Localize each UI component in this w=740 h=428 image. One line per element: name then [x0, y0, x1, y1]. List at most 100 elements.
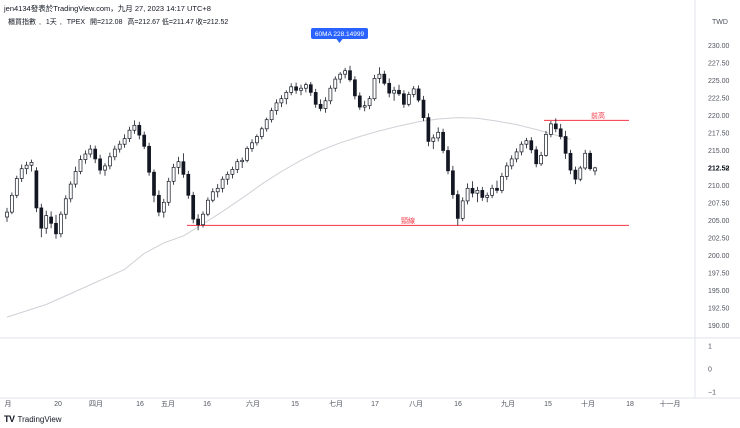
candle-up [259, 128, 264, 137]
x-tick-label: 17 [371, 401, 379, 408]
y-tick-label: 200.00 [708, 253, 730, 260]
candle-down [588, 152, 592, 170]
candle-up [29, 162, 34, 166]
y-tick-label: 207.50 [708, 201, 730, 208]
x-tick-label: 16 [136, 401, 144, 408]
symbol-info: 櫃買指數, 1天, TPEX 開=212.08 高=212.67 低=211.4… [8, 19, 229, 26]
time-axis[interactable]: 月 20 四月 16 五月 16 六月 15 七月 17 八月 16 九月 15 十月 18 十一月 [5, 399, 681, 408]
candles [5, 65, 597, 239]
candle-down [402, 93, 406, 105]
candle-down [93, 148, 98, 160]
candle-up [284, 92, 289, 100]
candle-up [304, 84, 308, 89]
interval-label[interactable]: 1天 [45, 19, 57, 26]
tradingview-logo-icon: TV [4, 414, 15, 424]
candle-up [201, 213, 205, 226]
candle-up [235, 161, 240, 170]
candle-down [573, 169, 578, 180]
candle-up [44, 215, 49, 229]
candle-up [377, 73, 382, 79]
candle-up [255, 136, 259, 144]
candle-down [451, 170, 455, 195]
x-tick-label: 八月 [409, 400, 423, 408]
candle-down [397, 89, 401, 95]
x-tick-label: 九月 [501, 399, 515, 408]
candle-up [220, 178, 225, 189]
x-tick-label: 七月 [329, 399, 343, 408]
candle-up [431, 137, 436, 142]
candle-up [338, 73, 343, 80]
candle-up [14, 178, 19, 196]
candle-down [455, 194, 460, 219]
y-tick-label: 190.00 [708, 323, 730, 330]
candle-down [426, 117, 431, 142]
x-tick-label: 十一月 [660, 399, 681, 408]
candle-up [210, 191, 215, 201]
candle-up [500, 176, 504, 191]
chart-title: jen4134發表於TradingView.com，九月 27, 2023 14… [4, 4, 211, 13]
tradingview-brand[interactable]: TV TradingView [4, 414, 62, 424]
candle-down [348, 70, 352, 81]
candle-down [421, 99, 426, 118]
candle-up [343, 70, 347, 75]
candle-down [308, 84, 313, 93]
candle-up [509, 158, 514, 167]
candle-down [446, 150, 450, 172]
candle-down [480, 190, 485, 198]
y-tick-label: 227.50 [708, 61, 730, 68]
candle-up [269, 110, 274, 121]
sma-line [6, 117, 571, 318]
candle-down [157, 194, 161, 213]
candle-down [49, 216, 53, 224]
candle-down [387, 82, 392, 94]
symbol-name[interactable]: 櫃買指數 [8, 19, 36, 26]
candle-down [558, 128, 563, 137]
currency-label: TWD [712, 19, 728, 26]
candle-down [382, 73, 387, 84]
candle-down [563, 136, 568, 154]
candle-up [299, 87, 303, 91]
candle-up [578, 167, 583, 180]
candle-up [103, 165, 107, 171]
candle-down [186, 173, 191, 196]
sma-badge-text: 60MA 228.14999 [315, 31, 365, 38]
y-tick-label: 215.00 [708, 148, 730, 155]
candle-down [54, 222, 58, 235]
price-axis[interactable]: TWD 230.00 227.50 225.00 222.50 220.00 217.50 2… [708, 19, 730, 330]
candle-up [215, 187, 220, 193]
last-price-label: 212.52 [708, 165, 730, 172]
candle-up [524, 140, 529, 145]
y-tick-label: 197.50 [708, 271, 730, 278]
candle-up [460, 200, 465, 219]
candle-down [39, 207, 44, 229]
candle-down [534, 149, 539, 165]
candle-down [181, 161, 186, 175]
candle-down [529, 140, 534, 151]
candle-down [196, 218, 200, 226]
y-tick-label: 192.50 [708, 306, 730, 313]
sma-60-line [6, 117, 571, 318]
candle-up [88, 148, 93, 155]
x-tick-label: 16 [454, 401, 462, 408]
candle-up [240, 159, 245, 163]
sub-tick-label: 0 [708, 367, 712, 374]
candle-up [63, 198, 68, 215]
candle-up [362, 105, 367, 108]
sub-pane-axis: 1 0 −1 [708, 344, 716, 397]
candle-down [318, 103, 323, 109]
sma-badge-box [311, 28, 368, 39]
sub-tick-label: 1 [708, 344, 712, 351]
candle-up [539, 155, 543, 165]
candle-up [279, 98, 284, 104]
candle-up [465, 187, 470, 202]
candle-up [490, 187, 494, 196]
y-tick-label: 222.50 [708, 96, 730, 103]
candle-down [34, 170, 39, 209]
x-tick-label: 六月 [246, 399, 260, 408]
candle-down [568, 152, 573, 171]
exchange-label: TPEX [66, 19, 86, 26]
candle-down [357, 95, 362, 108]
candle-up [328, 87, 333, 102]
candle-up [83, 153, 88, 160]
